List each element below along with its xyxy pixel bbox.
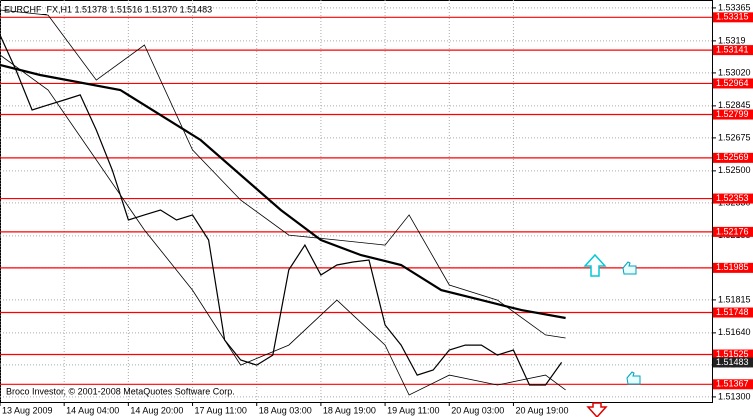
x-tick-label: 18 Aug 19:00	[323, 405, 376, 415]
level-label: 1.51525	[716, 349, 749, 359]
y-tick-label: 1.52500	[718, 165, 751, 175]
x-tick-label: 17 Aug 11:00	[195, 405, 247, 415]
level-label: 1.53315	[716, 12, 749, 22]
level-label-box	[713, 226, 753, 237]
level-label: 1.51985	[716, 262, 749, 272]
series-line	[0, 63, 566, 320]
y-tick-label: 1.5319	[718, 35, 746, 45]
chart-title: EURCHF_FX,H1 1.51378 1.51516 1.51370 1.5…	[4, 4, 212, 14]
level-label-box	[713, 45, 753, 56]
y-tick-label: 1.52675	[718, 132, 751, 142]
series-line	[0, 34, 563, 386]
level-label: 1.52799	[716, 109, 749, 119]
y-tick-label: 1.53365	[718, 2, 751, 12]
series-line	[0, 9, 566, 339]
level-label-box	[713, 78, 753, 89]
grid	[0, 0, 712, 402]
level-label-box	[713, 262, 753, 273]
level-label: 1.52176	[716, 226, 749, 236]
level-label-box	[713, 193, 753, 204]
level-label: 1.52964	[716, 78, 749, 88]
x-tick-label: 14 Aug 20:00	[130, 405, 183, 415]
level-label-box	[713, 379, 753, 390]
x-tick-label: 19 Aug 11:00	[387, 405, 439, 415]
y-tick-label: 1.51300	[718, 391, 751, 401]
series-line	[0, 54, 566, 396]
y-tick-label: 1.53020	[718, 67, 751, 77]
sell-arrow	[586, 402, 608, 417]
y-tick-label: 1.51815	[718, 294, 751, 304]
level-label-box	[713, 109, 753, 120]
thumb-icon	[622, 261, 637, 275]
level-label: 1.51367	[716, 379, 749, 389]
level-label: 1.53141	[716, 44, 749, 54]
x-tick-label: 20 Aug 03:00	[451, 405, 504, 415]
y-tick-label: 1.52845	[718, 100, 751, 110]
last-price-label: 1.51483	[716, 357, 749, 367]
x-tick-label: 18 Aug 03:00	[259, 405, 312, 415]
level-label-box	[713, 349, 753, 360]
footer: Broco Investor, © 2001-2008 MetaQuotes S…	[6, 386, 235, 396]
buy-arrow	[583, 253, 607, 277]
y-tick-label: 1.51640	[718, 327, 751, 337]
level-label: 1.52353	[716, 193, 749, 203]
thumb-icon	[626, 371, 641, 385]
last-price-box	[713, 357, 753, 368]
level-label: 1.51748	[716, 307, 749, 317]
level-label-box	[713, 152, 753, 163]
level-label-box	[713, 12, 753, 23]
x-tick-label: 14 Aug 04:00	[66, 405, 119, 415]
x-tick-label: 20 Aug 19:00	[515, 405, 568, 415]
x-tick-label: 13 Aug 2009	[2, 405, 53, 415]
level-label-box	[713, 307, 753, 318]
level-label: 1.52569	[716, 152, 749, 162]
